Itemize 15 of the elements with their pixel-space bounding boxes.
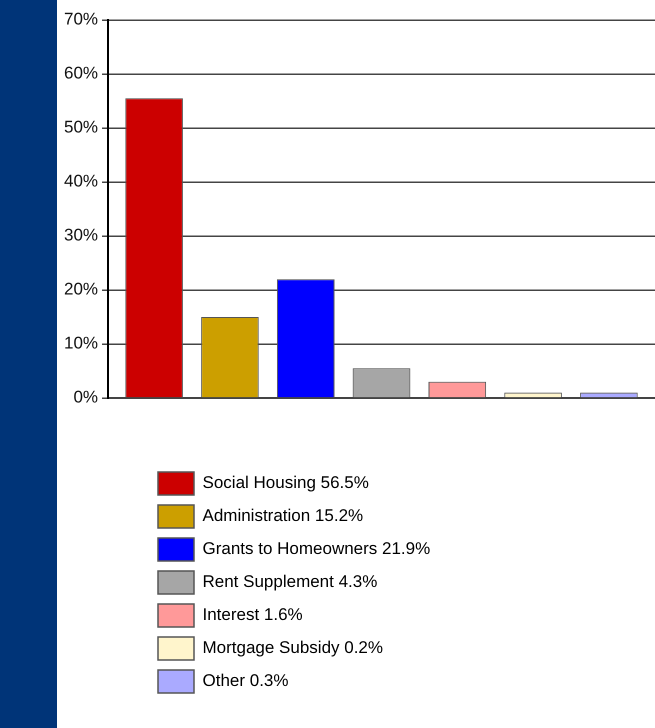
legend-label: Other 0.3% [202,671,288,690]
y-tick-label: 10% [64,334,98,353]
legend-label: Grants to Homeowners 21.9% [202,539,430,558]
y-tick-label: 0% [73,388,98,407]
legend-label: Administration 15.2% [202,506,364,526]
legend-label: Social Housing 56.5% [202,473,369,492]
y-tick-label: 70% [64,10,98,29]
y-tick-label: 40% [64,172,98,191]
y-tick-label: 30% [64,226,98,245]
y-tick-label: 60% [64,64,98,83]
legend-label: Mortgage Subsidy 0.2% [202,638,383,658]
y-tick-label: 20% [64,280,98,299]
legend-label: Rent Supplement 4.3% [202,572,378,592]
legend-label: Interest 1.6% [202,605,303,624]
y-tick-label: 50% [64,118,98,137]
